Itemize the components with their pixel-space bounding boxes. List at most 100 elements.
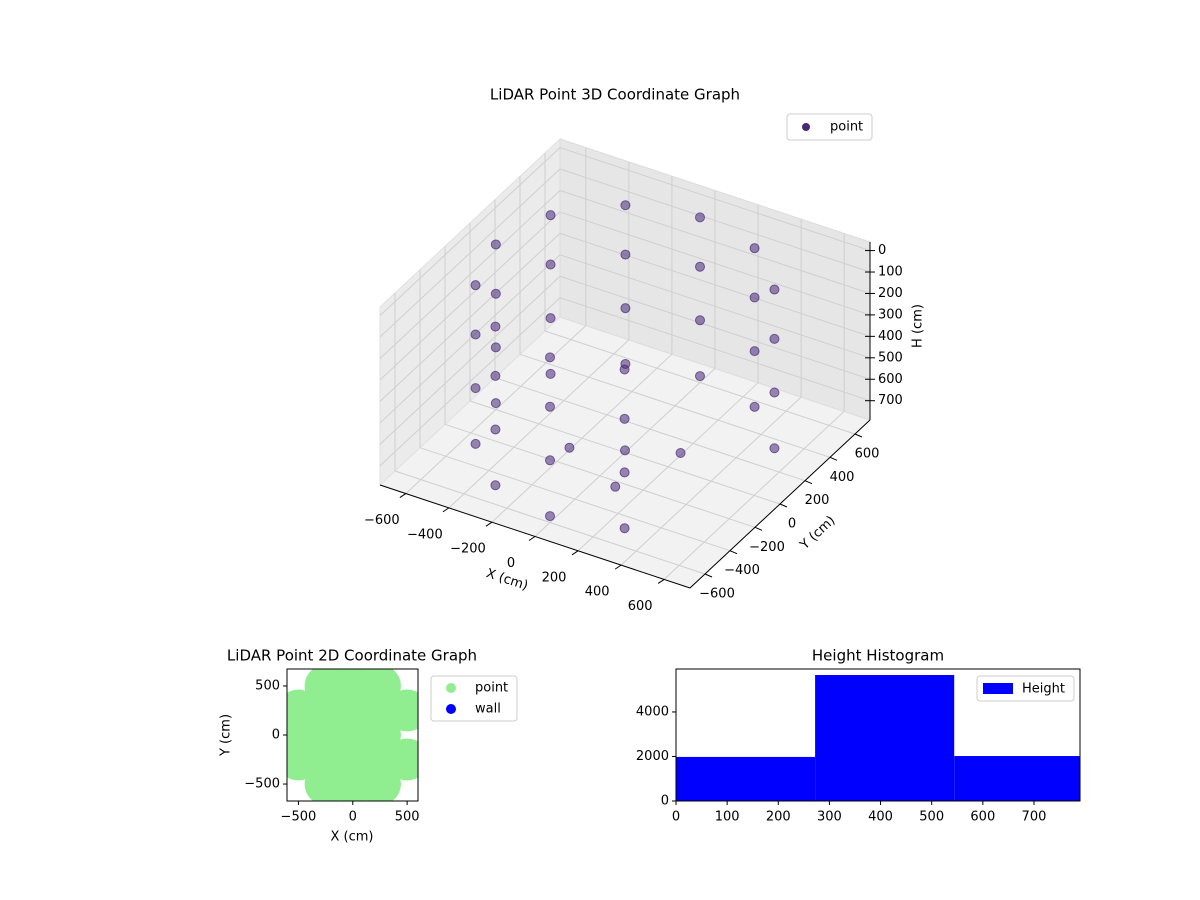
plot-area xyxy=(676,675,1080,801)
tick-mark xyxy=(442,507,450,513)
grid-line xyxy=(559,254,871,359)
grid-line xyxy=(379,297,561,467)
point xyxy=(695,212,705,223)
point xyxy=(610,481,621,492)
y-tick-label: 500 xyxy=(255,678,280,693)
grid-line xyxy=(379,211,561,381)
tick-mark xyxy=(614,564,622,570)
point xyxy=(749,346,760,357)
point xyxy=(545,368,556,379)
tick-mark xyxy=(571,550,579,556)
point xyxy=(545,401,555,412)
y-tick-label: 0 xyxy=(788,517,796,532)
tick-mark xyxy=(485,521,493,527)
x-tick-label: 500 xyxy=(919,810,944,825)
point xyxy=(490,480,501,491)
y-tick-label: 0 xyxy=(661,794,669,809)
point xyxy=(695,371,705,382)
point xyxy=(675,447,686,458)
legend-box xyxy=(976,675,1075,702)
grid-line xyxy=(559,189,871,294)
point xyxy=(490,321,501,332)
y-tick-label: −200 xyxy=(749,540,785,555)
point xyxy=(545,259,556,270)
point xyxy=(490,424,501,435)
point xyxy=(620,358,631,369)
tick-mark xyxy=(528,536,536,541)
y-tick-label: 0 xyxy=(272,728,280,743)
x-tick-label: 0 xyxy=(672,810,680,825)
y-tick-label: 600 xyxy=(855,447,880,462)
x-tick-label: −400 xyxy=(407,527,443,542)
point xyxy=(545,210,556,221)
x-tick-label: 400 xyxy=(868,810,893,825)
point xyxy=(619,413,630,424)
x-axis-label: X (cm) xyxy=(331,830,374,845)
point xyxy=(470,438,481,449)
point xyxy=(358,669,401,707)
point xyxy=(769,443,780,454)
bar xyxy=(815,675,955,801)
bar xyxy=(676,756,816,801)
tick-mark xyxy=(854,433,863,438)
point xyxy=(470,383,481,394)
legend-label: point xyxy=(830,120,863,135)
point xyxy=(386,689,418,732)
z-tick-label: 700 xyxy=(878,393,903,408)
x-axis xyxy=(379,484,691,589)
tick-mark xyxy=(704,573,713,578)
grid-line xyxy=(559,297,871,402)
bar xyxy=(954,756,1080,801)
grid-line xyxy=(559,211,871,316)
y-axis-label: Y (cm) xyxy=(219,714,234,757)
x-tick-label: 700 xyxy=(1022,810,1047,825)
grid-line xyxy=(559,275,871,380)
point xyxy=(490,398,501,409)
grid-line xyxy=(544,330,856,435)
point xyxy=(769,333,780,344)
point xyxy=(470,329,481,340)
x-tick-label: −200 xyxy=(450,542,486,557)
legend-marker xyxy=(802,123,810,131)
grid-line xyxy=(559,232,871,337)
z-tick-label: 500 xyxy=(878,350,903,365)
grid-line xyxy=(379,147,561,316)
x-tick-label: 500 xyxy=(395,810,420,825)
tick-mark xyxy=(829,456,838,461)
point xyxy=(620,200,631,211)
y-axis-label: Y (cm) xyxy=(797,513,839,553)
y-tick-label: −400 xyxy=(724,563,760,578)
grid-line xyxy=(519,353,831,458)
y-tick-label: 200 xyxy=(805,493,830,508)
point xyxy=(620,445,630,456)
y-tick-label: −500 xyxy=(244,777,280,792)
chart-title: LiDAR Point 3D Coordinate Graph xyxy=(490,86,740,104)
point xyxy=(620,303,631,314)
grid-line xyxy=(559,168,871,273)
y-axis xyxy=(689,419,871,589)
x-tick-label: 100 xyxy=(715,810,740,825)
point xyxy=(749,292,760,303)
point xyxy=(545,511,555,522)
grid-line xyxy=(379,254,561,424)
tick-mark xyxy=(754,526,763,531)
plot-area xyxy=(287,669,418,801)
chart-title: Height Histogram xyxy=(812,647,944,665)
point xyxy=(545,455,555,466)
grid-line xyxy=(494,377,806,482)
grid-line xyxy=(419,447,731,552)
point xyxy=(620,249,631,260)
tick-mark xyxy=(657,579,665,584)
grid-line xyxy=(379,275,561,445)
x-tick-label: 400 xyxy=(585,585,610,600)
tick-mark xyxy=(779,503,788,508)
point xyxy=(619,467,630,478)
legend-marker xyxy=(446,683,456,693)
legend-label: wall xyxy=(475,702,501,717)
axes-frame xyxy=(675,668,1081,802)
grid-line xyxy=(444,423,756,528)
point xyxy=(695,261,705,272)
point xyxy=(490,239,501,250)
point xyxy=(490,370,501,381)
